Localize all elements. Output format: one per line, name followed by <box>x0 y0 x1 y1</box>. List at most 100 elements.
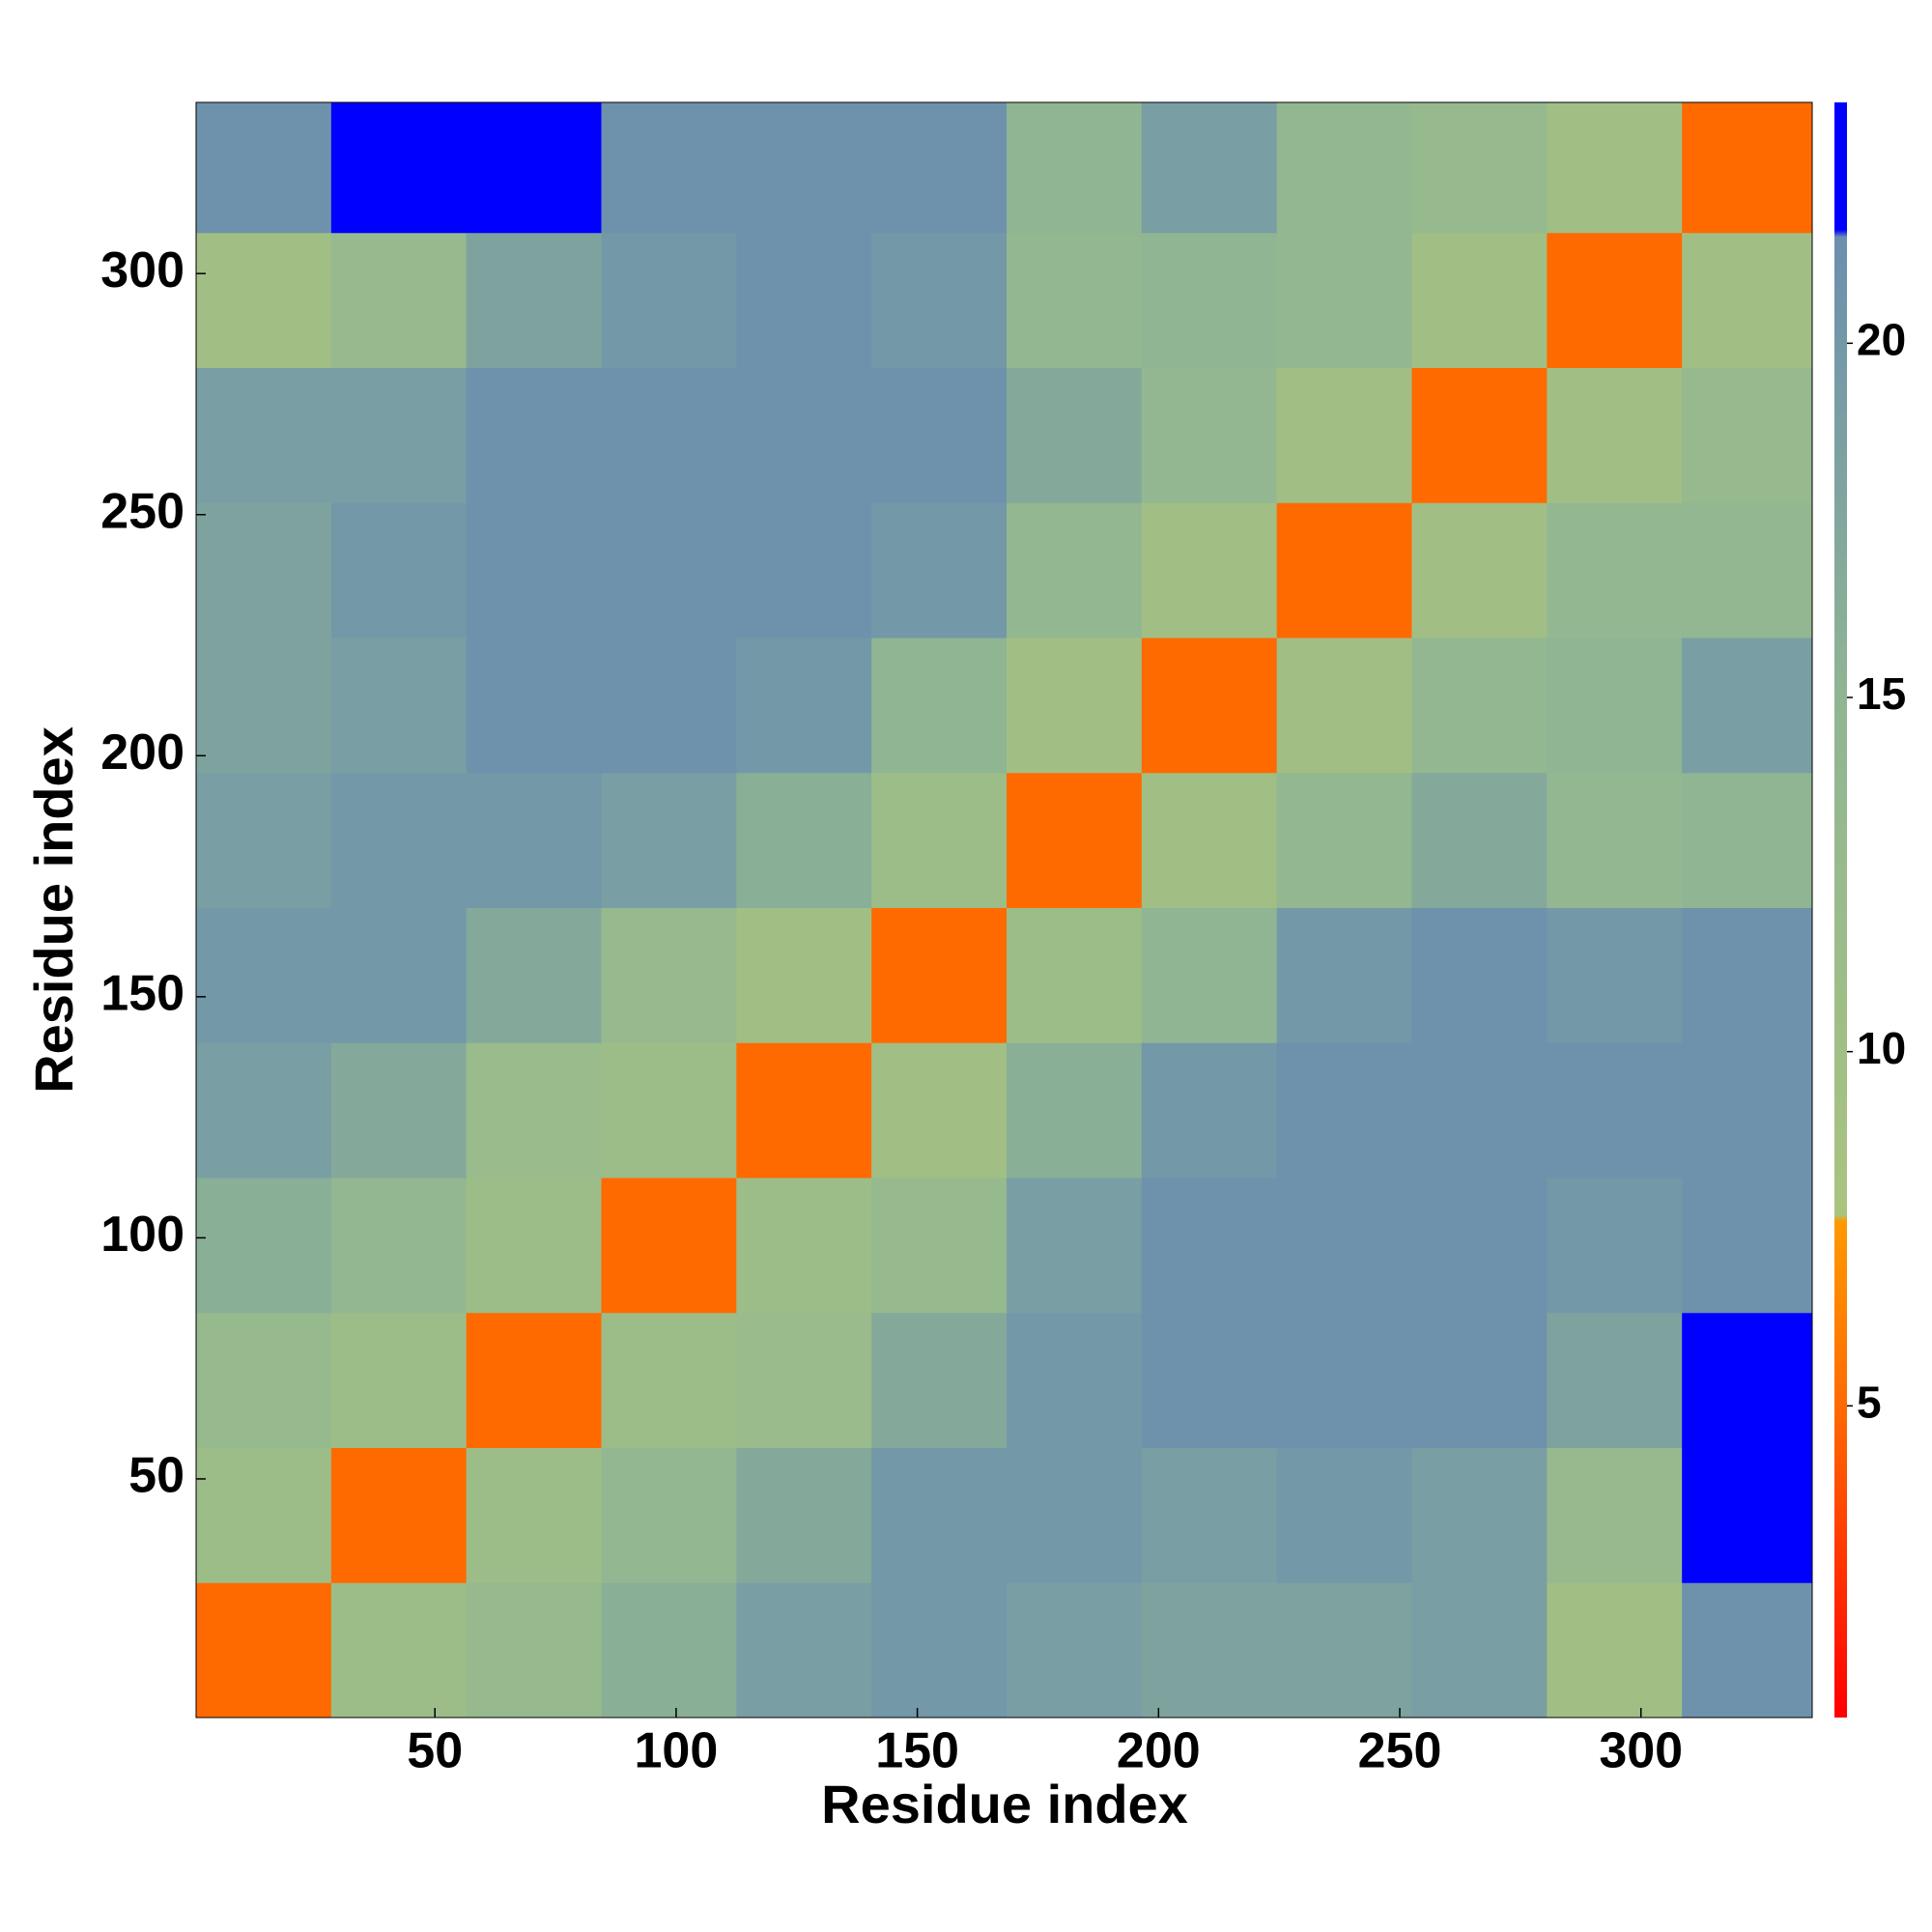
heat-cell <box>871 1042 1008 1179</box>
x-tick-label: 200 <box>1117 1723 1201 1779</box>
heat-cell <box>1006 102 1143 234</box>
heat-cell <box>1682 1312 1813 1449</box>
heat-cell <box>466 102 602 234</box>
heat-cell <box>1682 102 1813 234</box>
heat-cell <box>1141 367 1278 503</box>
colorbar-tick-label: 20 <box>1857 314 1906 364</box>
heat-cell <box>1547 907 1683 1043</box>
heat-cell <box>871 907 1008 1043</box>
heat-cell <box>1547 1447 1683 1583</box>
heat-cell <box>1276 1582 1412 1719</box>
heat-cell <box>736 907 872 1043</box>
heat-cell <box>1276 1178 1412 1314</box>
heat-cell <box>1141 1312 1278 1449</box>
heat-cell <box>1411 102 1548 234</box>
heat-cell <box>1006 638 1143 774</box>
plot-frame <box>195 101 1813 1719</box>
heat-cell <box>871 638 1008 774</box>
heat-cell <box>1411 1312 1548 1449</box>
heat-cell <box>1547 102 1683 234</box>
y-tick-label: 200 <box>100 724 185 781</box>
heat-cell <box>736 772 872 909</box>
heat-cell <box>1682 772 1813 909</box>
heat-cell <box>330 907 468 1043</box>
heat-cell <box>1547 232 1683 369</box>
x-axis-title: Residue index <box>821 1774 1188 1834</box>
heat-cell <box>1276 502 1412 639</box>
heat-cell <box>1682 502 1813 639</box>
heat-cell <box>601 102 737 234</box>
heat-cell <box>330 638 468 774</box>
heat-cell <box>1682 907 1813 1043</box>
heat-cell <box>330 1042 468 1179</box>
heat-cell <box>871 1312 1008 1449</box>
heat-cell <box>196 1582 332 1719</box>
heat-cell <box>1682 1447 1813 1583</box>
heat-cell <box>330 772 468 909</box>
heat-cell <box>466 1582 602 1719</box>
heat-cell <box>1682 1582 1813 1719</box>
heat-cell <box>1547 1178 1683 1314</box>
heat-cell <box>1411 502 1548 639</box>
heat-cell <box>330 102 468 234</box>
heat-cell <box>601 502 737 639</box>
heat-cell <box>736 1042 872 1179</box>
heat-cell <box>1006 772 1143 909</box>
heat-cell <box>330 1312 468 1449</box>
heat-cell <box>466 1312 602 1449</box>
heat-cell <box>601 1042 737 1179</box>
x-tick-label: 300 <box>1599 1723 1683 1779</box>
heat-cell <box>1141 638 1278 774</box>
heat-cell <box>601 1178 737 1314</box>
heat-cell <box>1411 907 1548 1043</box>
heat-cell <box>330 502 468 639</box>
heat-cell <box>1411 1447 1548 1583</box>
heat-cell <box>1006 232 1143 369</box>
colorbar <box>1834 102 1847 1718</box>
heat-cell <box>1411 1582 1548 1719</box>
heat-cell <box>1276 102 1412 234</box>
heat-cell <box>1141 1447 1278 1583</box>
heat-cell <box>196 1178 332 1314</box>
heat-cell <box>1276 638 1412 774</box>
heat-cell <box>1547 772 1683 909</box>
heat-cell <box>736 232 872 369</box>
y-tick-label: 100 <box>100 1207 185 1263</box>
heat-cell <box>1411 1178 1548 1314</box>
heat-cell <box>1411 638 1548 774</box>
heat-cell <box>1141 907 1278 1043</box>
heat-cell <box>1682 232 1813 369</box>
heat-cell <box>1006 1042 1143 1179</box>
y-axis-title: Residue index <box>23 726 84 1094</box>
heat-cell <box>1276 907 1412 1043</box>
heat-cell <box>1547 1042 1683 1179</box>
heat-cell <box>1141 1042 1278 1179</box>
heat-cell <box>601 232 737 369</box>
heat-cell <box>1006 367 1143 503</box>
heat-cell <box>196 1312 332 1449</box>
heat-cell <box>1682 638 1813 774</box>
heat-cell <box>466 367 602 503</box>
colorbar-tick-label: 10 <box>1857 1023 1906 1073</box>
heat-cell <box>736 1178 872 1314</box>
heat-cell <box>330 1582 468 1719</box>
heat-cell <box>601 1447 737 1583</box>
heat-cell <box>196 367 332 503</box>
heat-cell <box>871 1178 1008 1314</box>
heat-cell <box>196 232 332 369</box>
heat-cell <box>736 1582 872 1719</box>
heat-cell <box>1682 1178 1813 1314</box>
heat-cell <box>330 367 468 503</box>
heat-cell <box>1276 772 1412 909</box>
heat-cell <box>1141 102 1278 234</box>
heat-cell <box>330 1447 468 1583</box>
y-tick-label: 250 <box>100 483 185 539</box>
colorbar-tick-label: 5 <box>1857 1377 1882 1427</box>
heat-cell <box>466 1178 602 1314</box>
heat-cell <box>871 502 1008 639</box>
heat-cell <box>871 1447 1008 1583</box>
heat-cell <box>871 1582 1008 1719</box>
heat-cell <box>736 1447 872 1583</box>
heat-cell <box>1006 1312 1143 1449</box>
heat-cell <box>1276 1447 1412 1583</box>
